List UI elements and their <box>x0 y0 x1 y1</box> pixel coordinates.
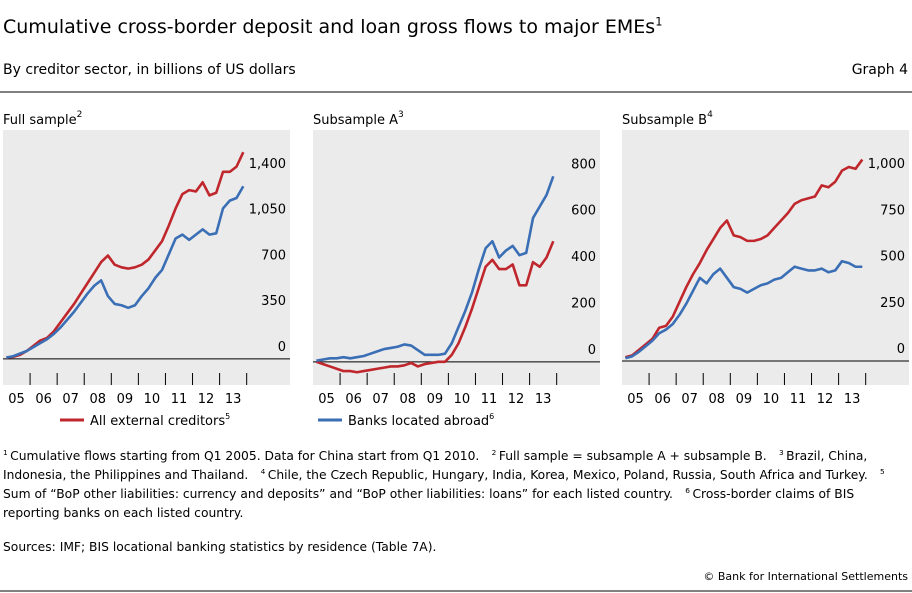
x-tick-label: 06 <box>35 392 52 407</box>
x-tick-label: 10 <box>763 392 780 407</box>
legend-text: All external creditors <box>90 414 225 429</box>
y-tick-label: 250 <box>880 296 905 311</box>
x-tick-label: 12 <box>817 392 834 407</box>
y-tick-label: 750 <box>880 203 905 218</box>
panel-title-text: Subsample B <box>622 113 707 128</box>
note-mark: 1 <box>3 447 8 457</box>
panel-title: Subsample B4 <box>622 110 713 128</box>
panel-title-text: Full sample <box>3 113 77 128</box>
x-tick-label: 05 <box>8 392 25 407</box>
series-line <box>6 151 245 359</box>
x-tick-label: 07 <box>62 392 79 407</box>
legend-label: Banks located abroad6 <box>348 412 494 429</box>
series-line <box>625 259 863 360</box>
x-tick-label: 10 <box>144 392 161 407</box>
panel-title-text: Subsample A <box>313 113 398 128</box>
y-tick-label: 0 <box>278 340 286 355</box>
y-tick-label: 350 <box>261 294 286 309</box>
y-tick-label: 600 <box>571 204 596 219</box>
title-text: Cumulative cross-border deposit and loan… <box>3 16 656 38</box>
plot-background <box>313 130 600 385</box>
panel-title: Full sample2 <box>3 110 82 128</box>
x-tick-label: 08 <box>89 392 106 407</box>
series-line <box>625 158 864 359</box>
x-tick-label: 07 <box>681 392 698 407</box>
x-tick-label: 12 <box>508 392 525 407</box>
plot-background <box>3 130 290 385</box>
panel-title: Subsample A3 <box>313 110 404 128</box>
note-text: Cross-border claims of BIS reporting ban… <box>3 487 855 520</box>
y-tick-label: 1,400 <box>249 157 286 172</box>
x-tick-label: 12 <box>198 392 215 407</box>
y-tick-label: 0 <box>588 343 596 358</box>
series-line <box>6 185 245 359</box>
x-tick-label: 05 <box>627 392 644 407</box>
x-tick-label: 11 <box>790 392 807 407</box>
x-tick-label: 09 <box>736 392 753 407</box>
x-tick-label: 06 <box>345 392 362 407</box>
note-text: Brazil, China, Indonesia, the Philippine… <box>3 449 868 482</box>
y-tick-label: 0 <box>897 342 905 357</box>
legend-note: 6 <box>489 412 494 421</box>
series-line <box>315 240 555 374</box>
sources: Sources: IMF; BIS locational banking sta… <box>3 540 437 554</box>
x-tick-label: 09 <box>117 392 134 407</box>
y-tick-label: 800 <box>571 157 596 172</box>
y-tick-label: 1,050 <box>249 203 286 218</box>
series-line <box>316 175 555 362</box>
x-tick-label: 09 <box>427 392 444 407</box>
x-tick-label: 07 <box>372 392 389 407</box>
x-tick-label: 13 <box>225 392 242 407</box>
legend-label: All external creditors5 <box>90 412 230 429</box>
y-tick-label: 700 <box>261 248 286 263</box>
x-tick-label: 10 <box>454 392 471 407</box>
note-mark: 2 <box>491 447 497 457</box>
note-mark: 4 <box>260 466 266 476</box>
note-mark: 3 <box>779 447 784 457</box>
panel-title-note: 3 <box>398 110 404 120</box>
title-note: 1 <box>655 14 663 29</box>
x-tick-label: 06 <box>654 392 671 407</box>
x-tick-label: 11 <box>171 392 188 407</box>
legend-note: 5 <box>225 412 230 421</box>
footnotes: 1 Cumulative flows starting from Q1 2005… <box>3 447 908 523</box>
x-tick-label: 08 <box>399 392 416 407</box>
subtitle: By creditor sector, in billions of US do… <box>3 62 296 78</box>
panel-title-note: 4 <box>707 110 713 120</box>
y-tick-label: 400 <box>571 250 596 265</box>
panel-title-note: 2 <box>77 110 83 120</box>
graph-label: Graph 4 <box>851 62 908 78</box>
x-tick-label: 11 <box>481 392 498 407</box>
note-text: Cumulative flows starting from Q1 2005. … <box>10 449 480 463</box>
x-tick-label: 05 <box>318 392 335 407</box>
x-tick-label: 13 <box>535 392 552 407</box>
note-mark: 6 <box>685 485 690 495</box>
copyright: © Bank for International Settlements <box>703 570 908 583</box>
x-tick-label: 08 <box>708 392 725 407</box>
note-text: Sum of “BoP other liabilities: currency … <box>3 487 673 501</box>
title: Cumulative cross-border deposit and loan… <box>3 16 662 38</box>
x-tick-label: 13 <box>844 392 861 407</box>
note-text: Chile, the Czech Republic, Hungary, Indi… <box>267 468 868 482</box>
plot-background <box>622 130 909 385</box>
legend-text: Banks located abroad <box>348 414 489 429</box>
note-text: Full sample = subsample A + subsample B. <box>498 449 767 463</box>
y-tick-label: 200 <box>571 296 596 311</box>
note-mark: 5 <box>880 466 885 476</box>
y-tick-label: 500 <box>880 250 905 265</box>
y-tick-label: 1,000 <box>868 157 905 172</box>
